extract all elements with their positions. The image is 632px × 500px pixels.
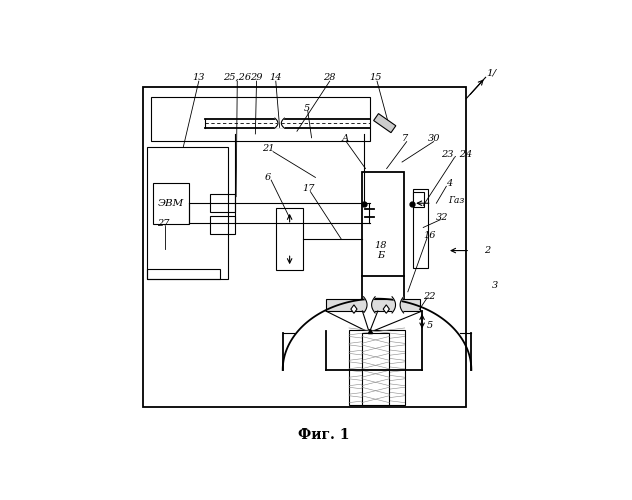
- Text: 28: 28: [324, 73, 336, 82]
- Polygon shape: [275, 118, 284, 128]
- Polygon shape: [351, 305, 357, 314]
- Text: 3: 3: [492, 280, 499, 289]
- Bar: [152, 183, 189, 224]
- Polygon shape: [392, 297, 404, 313]
- Bar: [147, 268, 220, 280]
- Bar: [147, 146, 228, 280]
- Text: 23, 24: 23, 24: [441, 150, 472, 159]
- Bar: [362, 172, 404, 276]
- Bar: [276, 208, 303, 270]
- Bar: [150, 96, 370, 141]
- Bar: [326, 298, 420, 311]
- Text: 4: 4: [446, 178, 452, 188]
- Text: 5: 5: [427, 321, 433, 330]
- Text: 17: 17: [302, 184, 315, 194]
- Text: 14: 14: [269, 73, 282, 82]
- Bar: [143, 87, 466, 406]
- Text: 25,26: 25,26: [223, 73, 252, 82]
- Text: 7: 7: [401, 134, 408, 143]
- Text: 15: 15: [370, 73, 382, 82]
- Text: Фиг. 1: Фиг. 1: [298, 428, 349, 442]
- Text: А: А: [341, 134, 349, 143]
- Bar: [210, 216, 235, 234]
- Text: 29: 29: [250, 73, 263, 82]
- Text: 1/: 1/: [486, 69, 497, 78]
- Polygon shape: [383, 305, 389, 314]
- Text: 30: 30: [427, 134, 440, 143]
- Text: 18
Б: 18 Б: [375, 241, 387, 260]
- Text: 16: 16: [423, 230, 436, 239]
- Text: 13: 13: [193, 73, 205, 82]
- Text: 22: 22: [423, 292, 436, 302]
- Bar: [413, 192, 424, 207]
- Bar: [362, 334, 389, 404]
- Bar: [349, 330, 404, 404]
- Text: 27: 27: [157, 219, 169, 228]
- Text: 32: 32: [436, 214, 449, 222]
- Bar: [210, 194, 235, 212]
- Text: 21: 21: [262, 144, 274, 153]
- Text: ЭВМ: ЭВМ: [158, 199, 184, 208]
- Text: 5: 5: [303, 104, 310, 112]
- Bar: [374, 114, 396, 132]
- Bar: [413, 189, 428, 268]
- Text: 2: 2: [484, 246, 490, 255]
- Polygon shape: [363, 297, 375, 313]
- Text: 6: 6: [265, 173, 271, 182]
- Text: Газ: Газ: [449, 196, 465, 205]
